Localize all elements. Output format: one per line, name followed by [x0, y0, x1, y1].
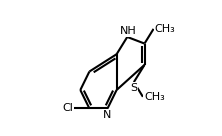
Text: CH₃: CH₃ [144, 92, 165, 102]
Text: CH₃: CH₃ [155, 24, 175, 34]
Text: N: N [103, 109, 112, 120]
Text: S: S [130, 83, 137, 93]
Text: NH: NH [120, 26, 137, 36]
Text: Cl: Cl [62, 103, 73, 113]
